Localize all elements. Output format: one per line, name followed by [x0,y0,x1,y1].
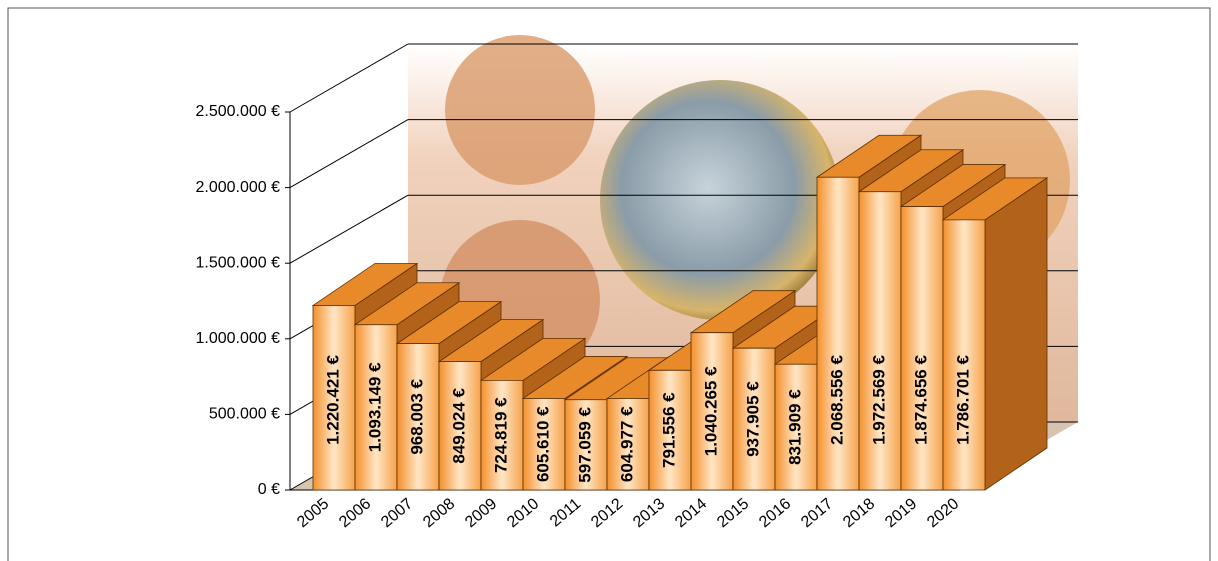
x-tick-label: 2019 [882,495,920,531]
y-tick-label: 2.000.000 € [195,179,280,196]
value-label: 1.093.149 € [365,362,384,452]
value-label: 831.909 € [785,389,804,465]
value-label: 605.610 € [533,406,552,482]
x-tick-label: 2017 [798,495,836,531]
y-tick-label: 1.000.000 € [195,330,280,347]
x-tick-label: 2020 [924,495,962,531]
value-label: 1.786.701 € [953,355,972,445]
x-tick-label: 2006 [336,495,374,531]
x-tick-label: 2011 [547,495,584,530]
x-tick-label: 2015 [714,495,752,531]
value-label: 2.068.556 € [827,355,846,445]
grid-line [289,194,409,264]
value-label: 791.556 € [659,392,678,468]
value-label: 1.874.656 € [911,355,930,445]
value-label: 724.819 € [491,397,510,473]
x-tick-label: 2010 [504,495,542,531]
x-tick-label: 2012 [588,495,626,531]
x-tick-label: 2007 [378,495,416,531]
x-tick-label: 2014 [672,495,710,531]
x-tick-label: 2005 [294,495,332,531]
value-label: 937.905 € [743,381,762,457]
bar-side [984,177,1048,491]
value-label: 604.977 € [617,406,636,482]
grid-line [289,43,409,113]
value-label: 597.059 € [575,407,594,483]
y-tick-label: 500.000 € [209,406,280,423]
y-tick-label: 1.500.000 € [195,254,280,271]
x-tick-label: 2008 [420,495,458,531]
value-label: 1.972.569 € [869,355,888,445]
frame [7,7,1211,561]
bar-front [942,219,986,491]
x-tick-label: 2013 [630,495,668,531]
value-label: 849.024 € [449,387,468,463]
bar-front [900,206,944,491]
value-label: 1.040.265 € [701,366,720,456]
x-tick-label: 2018 [840,495,878,531]
value-label: 1.220.421 € [323,355,342,445]
grid-line [289,119,409,189]
bar [941,177,1049,491]
x-tick-label: 2009 [462,495,500,531]
y-tick-label: 2.500.000 € [195,103,280,120]
x-tick-label: 2016 [756,495,794,531]
value-label: 968.003 € [407,378,426,454]
y-tick-label: 0 € [258,481,280,498]
